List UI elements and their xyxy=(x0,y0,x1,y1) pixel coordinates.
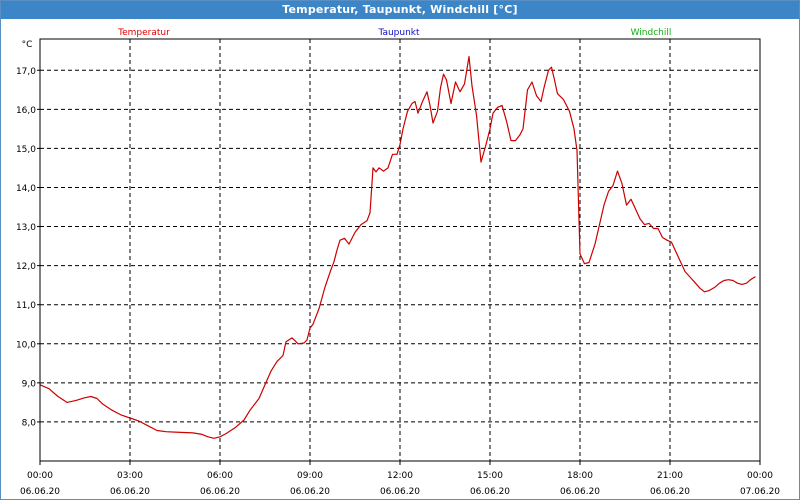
x-tick-time-label: 12:00 xyxy=(387,471,413,481)
x-tick-time-label: 06:00 xyxy=(207,471,233,481)
y-tick-label: 15,0 xyxy=(16,145,36,155)
y-tick-label: 12,0 xyxy=(16,262,36,272)
axis-layer: 8,0 9,0 10,0 11,0 12,0 13,0 14,0 15,0 16,0 17,0 00… xyxy=(16,40,780,497)
y-tick-label: 10,0 xyxy=(16,340,36,350)
x-tick-time-label: 09:00 xyxy=(297,471,323,481)
y-tick-label: 17,0 xyxy=(16,67,36,77)
legend-item-temperatur: Temperatur xyxy=(117,28,170,38)
legend-item-windchill: Windchill xyxy=(631,28,672,38)
x-tick-time-label: 18:00 xyxy=(567,471,593,481)
y-tick-label: 8,0 xyxy=(22,418,37,428)
grid-layer xyxy=(40,39,760,461)
legend-layer: Temperatur Taupunkt Windchill xyxy=(117,28,671,38)
y-axis-unit-label: °C xyxy=(22,40,33,50)
y-tick-label: 16,0 xyxy=(16,106,36,116)
x-tick-time-label: 03:00 xyxy=(117,471,143,481)
y-tick-label: 14,0 xyxy=(16,184,36,194)
series-line-temperatur xyxy=(39,56,756,439)
legend-item-taupunkt: Taupunkt xyxy=(377,28,420,38)
x-tick-time-label: 15:00 xyxy=(477,471,503,481)
x-tick-date-label: 06.06.20 xyxy=(290,487,330,497)
x-tick-time-label: 21:00 xyxy=(657,471,683,481)
y-tick-label: 11,0 xyxy=(16,301,36,311)
y-tick-label: 13,0 xyxy=(16,223,36,233)
x-tick-date-label: 06.06.20 xyxy=(200,487,240,497)
x-tick-date-label: 06.06.20 xyxy=(110,487,150,497)
window-title: Temperatur, Taupunkt, Windchill [°C] xyxy=(1,1,799,19)
x-tick-date-label: 06.06.20 xyxy=(650,487,690,497)
y-tick-label: 9,0 xyxy=(22,379,37,389)
x-tick-date-label: 07.06.20 xyxy=(740,487,780,497)
x-tick-date-label: 06.06.20 xyxy=(560,487,600,497)
x-tick-date-label: 06.06.20 xyxy=(20,487,60,497)
series-layer xyxy=(39,56,756,439)
x-tick-date-label: 06.06.20 xyxy=(380,487,420,497)
x-tick-date-label: 06.06.20 xyxy=(470,487,510,497)
x-tick-time-label: 00:00 xyxy=(27,471,53,481)
x-tick-time-label: 00:00 xyxy=(747,471,773,481)
